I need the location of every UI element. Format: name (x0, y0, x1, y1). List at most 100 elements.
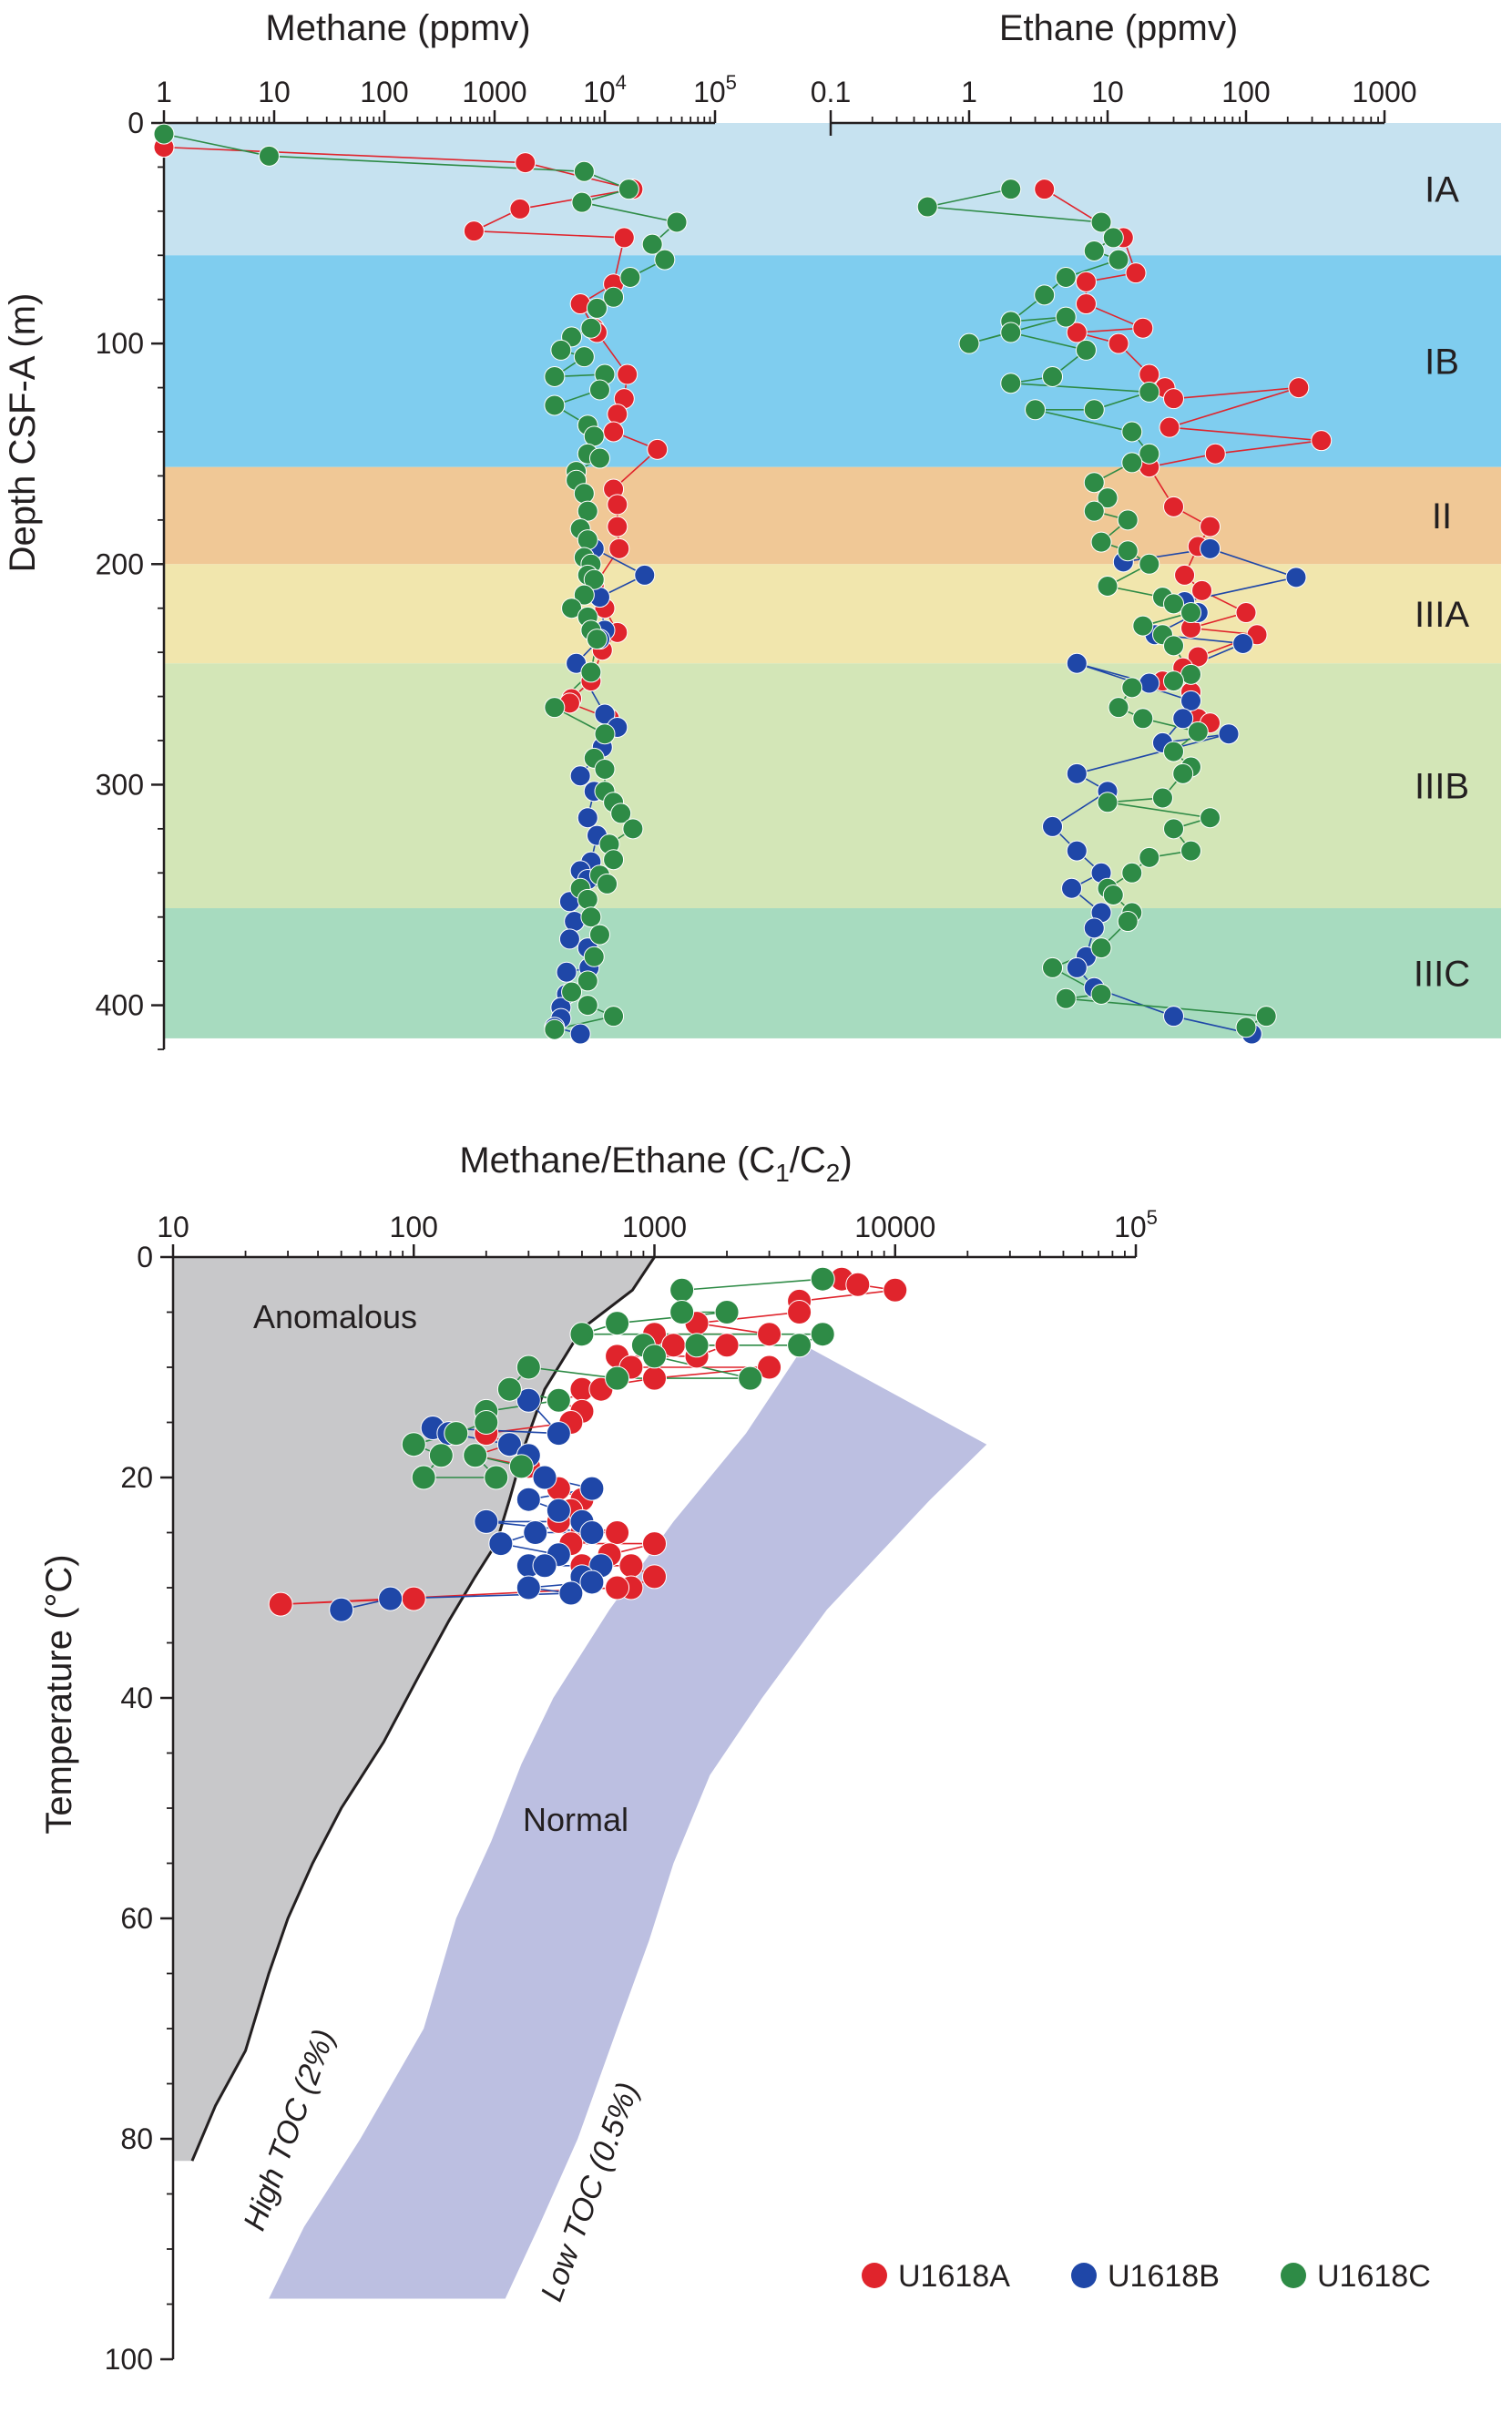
y-tick-label: 100 (105, 2343, 153, 2376)
data-point-u1618a (1200, 516, 1221, 537)
data-point-u1618c (577, 500, 598, 522)
anomalous-label: Anomalous (253, 1298, 417, 1335)
ratio-series (268, 1266, 908, 1622)
data-point-u1618c (550, 339, 572, 361)
y-tick-label: 80 (120, 2122, 153, 2155)
data-point-u1618c (573, 160, 595, 182)
unit-band-ib (164, 255, 1501, 467)
data-point-u1618b (546, 1421, 571, 1447)
data-point-u1618c (546, 1387, 571, 1413)
data-point-u1618a (642, 1564, 667, 1590)
data-point-u1618c (669, 1300, 695, 1324)
legend-marker-u1618c (1281, 2263, 1306, 2288)
data-point-u1618b (1232, 632, 1254, 654)
data-point-u1618c (1108, 249, 1129, 271)
data-point-u1618c (1121, 862, 1143, 884)
data-point-u1618c (1151, 787, 1173, 809)
data-point-u1618c (484, 1465, 509, 1490)
data-point-u1618a (463, 220, 485, 242)
data-point-u1618c (544, 365, 566, 387)
data-point-u1618c (444, 1421, 469, 1447)
data-point-u1618b (329, 1597, 354, 1622)
data-point-u1618c (603, 1006, 625, 1028)
data-point-u1618a (1311, 430, 1333, 452)
data-point-u1618b (516, 1487, 541, 1512)
data-point-u1618b (1218, 723, 1240, 745)
data-point-u1618a (1191, 579, 1213, 601)
data-point-u1618c (1083, 240, 1105, 261)
x-tick-label: 1000 (1352, 76, 1416, 108)
data-point-u1618c (544, 394, 566, 416)
data-point-u1618c (669, 1277, 695, 1303)
data-point-u1618c (1163, 818, 1185, 840)
data-point-u1618c (573, 584, 595, 606)
data-point-u1618c (605, 1365, 630, 1391)
data-point-u1618c (1097, 487, 1119, 509)
data-point-u1618a (509, 198, 531, 220)
data-point-u1618c (258, 145, 280, 167)
data-point-u1618a (607, 516, 628, 537)
data-point-u1618c (1102, 884, 1124, 905)
data-point-u1618c (516, 1355, 541, 1380)
data-point-u1618c (1083, 399, 1105, 421)
data-point-u1618b (1061, 877, 1083, 899)
temperature-axis-label: Temperature (°C) (39, 1554, 79, 1834)
data-point-u1618a (787, 1300, 812, 1324)
data-point-u1618c (474, 1410, 499, 1435)
data-point-u1618a (603, 421, 625, 443)
data-point-u1618c (1042, 956, 1064, 978)
data-point-u1618c (569, 1322, 595, 1347)
data-point-u1618c (642, 1344, 667, 1369)
x-tick-label: 1000 (462, 76, 526, 108)
data-point-u1618c (463, 1443, 488, 1468)
data-point-u1618c (1075, 339, 1097, 361)
anomalous-field (173, 1256, 656, 2162)
x-tick-label: 105 (693, 71, 737, 108)
x-tick-label: 10000 (854, 1211, 935, 1243)
data-point-u1618c (573, 483, 595, 505)
data-point-u1618c (1235, 1017, 1257, 1038)
data-point-u1618c (401, 1432, 426, 1457)
data-point-u1618c (544, 1018, 566, 1040)
data-point-u1618c (1117, 540, 1139, 562)
data-point-u1618a (642, 1365, 667, 1391)
legend-label-u1618c: U1618C (1317, 2259, 1431, 2294)
unit-label-iiia: IIIA (1415, 595, 1469, 635)
data-point-u1618c (1121, 421, 1143, 443)
data-point-u1618c (1055, 267, 1077, 288)
data-point-u1618c (1025, 399, 1047, 421)
data-point-u1618a (618, 1553, 644, 1579)
unit-label-ii: II (1432, 496, 1452, 537)
data-point-u1618c (153, 123, 175, 145)
data-point-u1618a (1075, 293, 1097, 315)
data-point-u1618b (579, 1569, 605, 1595)
data-point-u1618c (1180, 840, 1202, 862)
data-point-u1618c (571, 191, 593, 213)
data-point-u1618a (883, 1277, 908, 1303)
legend: U1618A U1618B U1618C (862, 2259, 1431, 2294)
data-point-u1618c (666, 211, 688, 233)
data-point-u1618c (1139, 553, 1160, 575)
data-point-u1618c (1097, 792, 1119, 813)
y-tick-label: 40 (120, 1682, 153, 1714)
data-point-u1618b (558, 1580, 584, 1606)
data-point-u1618c (580, 317, 602, 339)
data-point-u1618c (1042, 365, 1064, 387)
data-point-u1618c (1172, 762, 1194, 784)
data-point-u1618c (1090, 983, 1112, 1005)
data-point-u1618a (617, 363, 639, 385)
y-tick-label: 100 (96, 327, 144, 360)
y-tick-label: 0 (137, 1241, 153, 1273)
data-point-u1618b (577, 807, 598, 829)
data-point-u1618b (579, 1476, 605, 1501)
data-point-u1618c (610, 803, 632, 824)
data-point-u1618b (579, 1520, 605, 1545)
data-point-u1618c (1108, 697, 1129, 719)
x-tick-label: 105 (1114, 1206, 1158, 1243)
unit-band-iiic (164, 908, 1501, 1038)
data-point-u1618c (594, 723, 616, 745)
data-point-u1618c (1102, 227, 1124, 249)
data-point-u1618c (411, 1465, 436, 1490)
data-point-u1618c (508, 1454, 534, 1479)
unit-label-iiib: IIIB (1415, 767, 1469, 807)
